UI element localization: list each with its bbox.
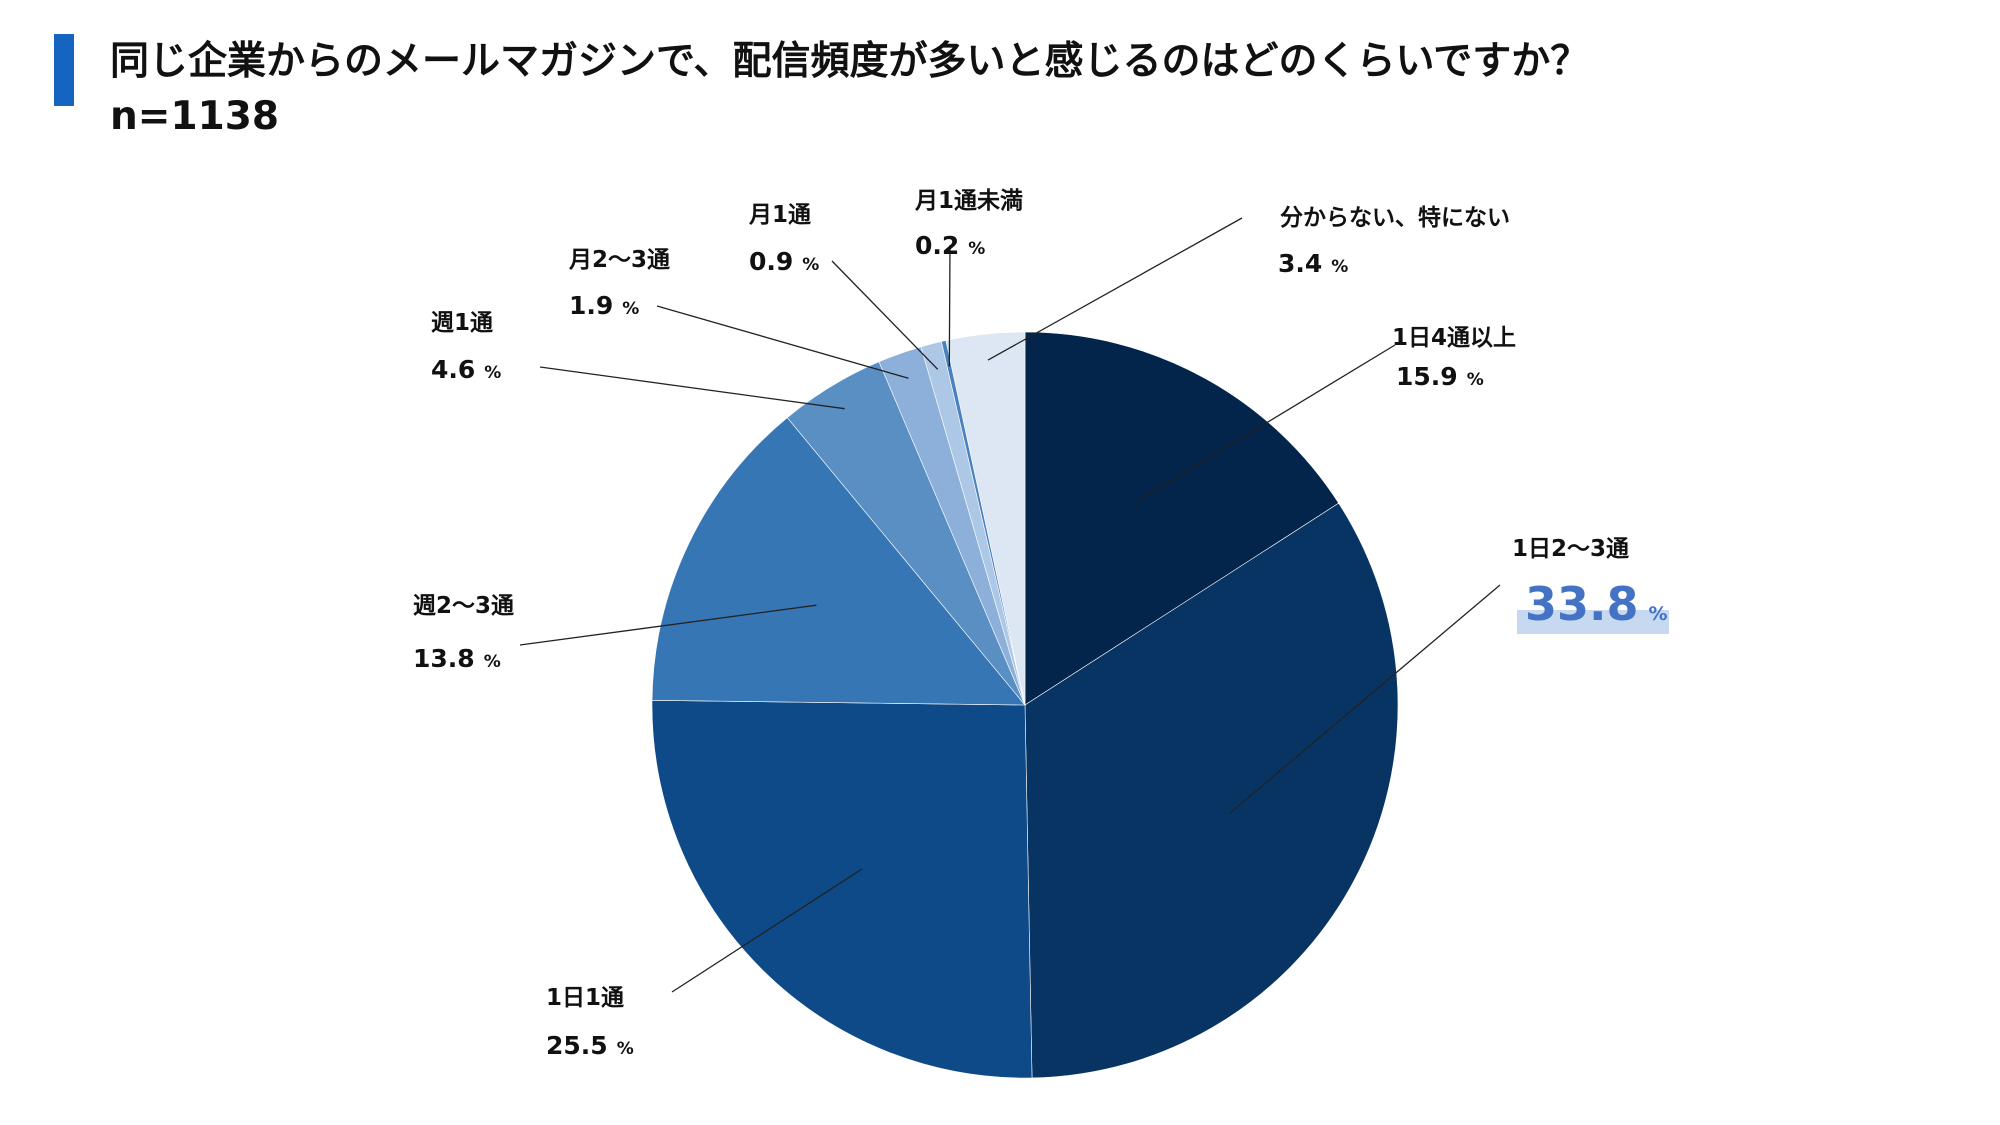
leader-line-5: [539, 366, 845, 410]
slice-value-3: 25.5%: [546, 1031, 634, 1060]
slice-value-4: 13.8%: [413, 644, 501, 673]
sample-size: n=1138: [110, 94, 279, 139]
slice-value-5: 4.6%: [431, 355, 501, 384]
highlight-marker: [1517, 610, 1669, 634]
leader-line-9: [987, 217, 1243, 361]
leader-line-7: [831, 260, 939, 370]
slice-value-1: 15.9%: [1396, 362, 1484, 391]
slice-value-9: 3.4%: [1278, 249, 1348, 278]
pie-slice-9: [945, 331, 1026, 706]
slice-value-8: 0.2%: [915, 231, 985, 260]
leader-line-8: [948, 244, 951, 367]
slice-label-7: 月1通: [748, 202, 811, 228]
slice-value-7: 0.9%: [749, 247, 819, 276]
pie-slice-1: [1024, 331, 1340, 706]
leader-line-3: [671, 868, 863, 993]
slice-label-3: 1日1通: [546, 985, 624, 1011]
slice-label-6: 月2〜3通: [568, 247, 670, 273]
pie-slice-3: [651, 700, 1033, 1079]
slice-label-9: 分からない、特にない: [1280, 205, 1510, 231]
slice-value-6: 1.9%: [569, 291, 639, 320]
slice-label-8: 月1通未満: [914, 188, 1023, 214]
leader-line-1: [1135, 344, 1396, 503]
title-accent-bar: [54, 34, 74, 106]
leader-line-2: [1228, 584, 1501, 815]
pie-slice-4: [651, 417, 1026, 706]
leader-line-6: [656, 305, 909, 379]
slice-label-2: 1日2〜3通: [1512, 536, 1629, 562]
page-title: 同じ企業からのメールマガジンで、配信頻度が多いと感じるのはどのくらいですか？: [110, 39, 1590, 84]
slice-value-2: 33.8%: [1525, 577, 1668, 631]
slice-label-5: 週1通: [431, 310, 493, 336]
pie-slice-2: [1024, 502, 1399, 1079]
leader-line-4: [519, 604, 817, 646]
slice-label-4: 週2〜3通: [413, 593, 514, 619]
slice-label-1: 1日4通以上: [1392, 325, 1516, 351]
